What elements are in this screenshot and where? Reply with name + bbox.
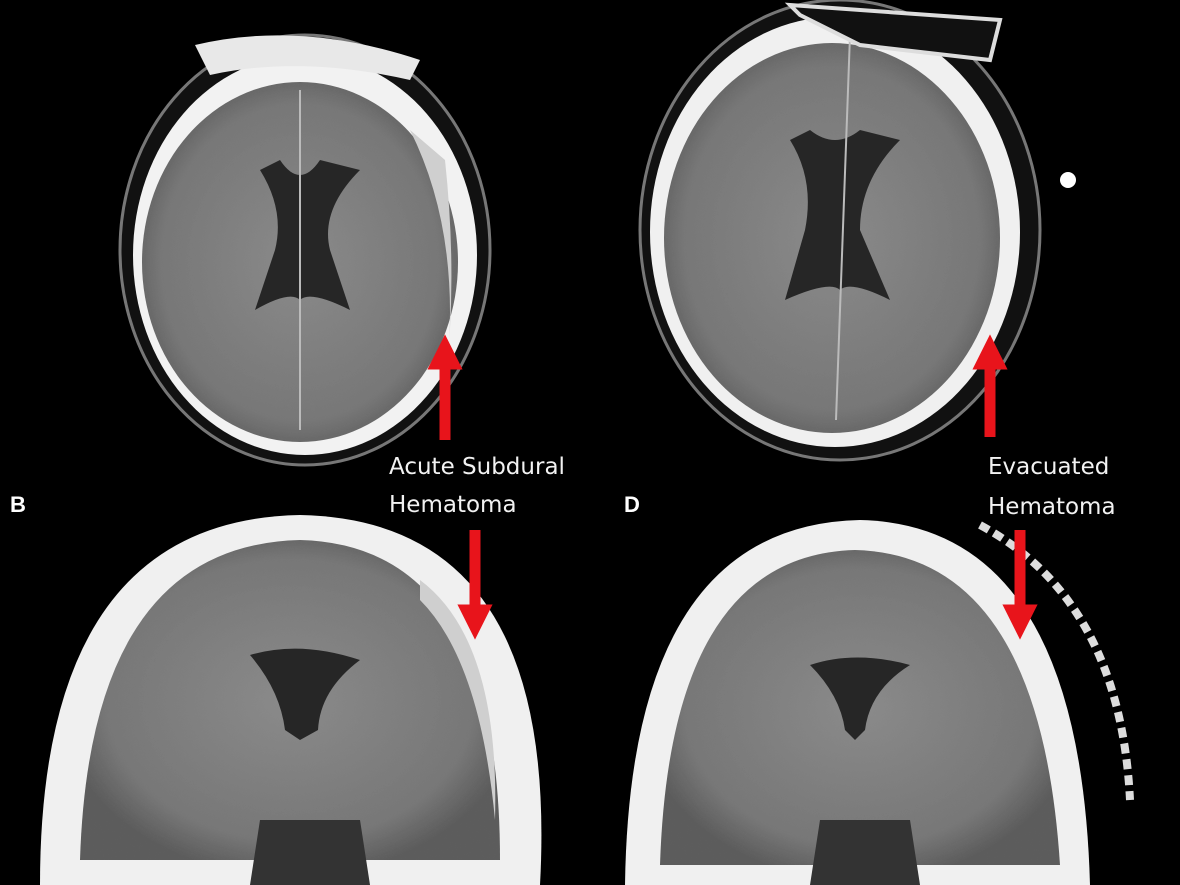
coronal-scan-d xyxy=(625,520,1134,885)
annotation: Hematoma xyxy=(988,494,1116,520)
skin-marker xyxy=(1060,172,1076,188)
coronal-scan-b xyxy=(40,515,542,885)
axial-scan-c xyxy=(638,0,1076,462)
ventricles xyxy=(810,657,910,740)
annotation: Evacuated xyxy=(988,454,1109,480)
brainstem xyxy=(810,820,920,885)
falx xyxy=(835,34,851,421)
annotation: Acute Subdural xyxy=(389,454,565,480)
axial-scan-a xyxy=(118,33,492,467)
panel-label: B xyxy=(10,492,26,517)
hematoma xyxy=(410,130,452,420)
annotation: Hematoma xyxy=(389,492,517,518)
panel-label: D xyxy=(624,492,640,517)
frontal-sinus xyxy=(784,2,1003,63)
brainstem xyxy=(250,820,370,885)
ventricles xyxy=(255,160,360,310)
frontal-bone xyxy=(195,35,420,80)
ventricles xyxy=(250,648,360,740)
